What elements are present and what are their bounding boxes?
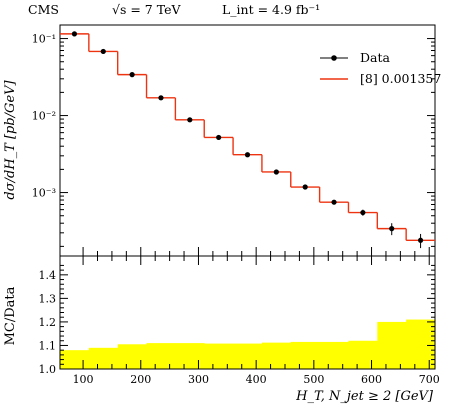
ratio-bin — [233, 343, 263, 369]
legend-mc-label: [8] 0.001357 — [360, 71, 441, 86]
ratio-bin — [117, 344, 148, 369]
legend-data-label: Data — [360, 50, 390, 65]
ratio-bin — [261, 342, 292, 369]
x-tick-label: 600 — [361, 373, 382, 386]
ratio-bin — [146, 343, 176, 369]
luminosity-label: L_int = 4.9 fb⁻¹ — [222, 2, 320, 17]
main-y-ticks: 10⁻³ 10⁻² 10⁻¹ — [32, 33, 435, 247]
main-x-ticks — [82, 247, 430, 256]
data-point — [417, 237, 424, 243]
ratio-bin — [406, 319, 436, 369]
x-tick-label: 500 — [303, 373, 324, 386]
ratio-y-axis-label: MC/Data — [3, 286, 18, 345]
ratio-bin — [319, 341, 349, 369]
data-point — [360, 209, 366, 216]
data-point — [331, 199, 337, 205]
data-series — [71, 31, 424, 249]
data-point — [158, 95, 164, 101]
energy-label: √s = 7 TeV — [112, 2, 181, 17]
ratio-bin — [60, 350, 90, 369]
data-point — [244, 152, 251, 158]
data-point — [389, 226, 395, 232]
ratio-bin — [348, 340, 378, 369]
x-axis-label: H_T, N_jet ≥ 2 [GeV] — [295, 389, 434, 404]
main-panel: 10⁻³ 10⁻² 10⁻¹ dσ/dH_T [pb/GeV] Data [8] 0… — [3, 24, 441, 257]
ratio-y-tick-label: 1.2 — [39, 316, 57, 329]
data-point — [216, 134, 222, 141]
ratio-band — [60, 319, 436, 369]
x-tick-label: 100 — [73, 373, 94, 386]
main-y-axis-label: dσ/dH_T [pb/GeV] — [3, 79, 18, 199]
data-point — [302, 184, 308, 190]
ratio-y-tick-label: 1.4 — [39, 269, 57, 282]
data-point — [273, 169, 279, 175]
main-y-tick-label: 10⁻¹ — [32, 33, 56, 46]
x-tick-label: 700 — [419, 373, 440, 386]
ratio-y-ticks: 1.0 1.1 1.2 1.3 1.4 — [39, 264, 435, 376]
data-point — [71, 31, 78, 37]
ratio-x-ticks: 100 200 300 400 500 600 700 — [73, 256, 440, 386]
x-tick-label: 200 — [130, 373, 151, 386]
experiment-label: CMS — [28, 2, 59, 17]
ratio-bin — [204, 343, 234, 369]
ratio-panel: 1.0 1.1 1.2 1.3 1.4 100 200 300 400 500 600 700 MC… — [3, 255, 440, 404]
ratio-bin — [290, 341, 321, 369]
main-y-tick-label: 10⁻² — [32, 110, 56, 123]
legend: Data [8] 0.001357 — [320, 50, 441, 86]
x-tick-label: 300 — [188, 373, 209, 386]
data-point — [187, 117, 193, 123]
ratio-y-tick-label: 1.1 — [39, 339, 57, 352]
ratio-bin — [175, 343, 205, 369]
data-point — [100, 48, 106, 55]
ratio-y-tick-label: 1.3 — [39, 292, 57, 305]
x-tick-label: 400 — [246, 373, 267, 386]
ratio-y-tick-label: 1.0 — [39, 363, 57, 376]
ratio-bin — [377, 321, 407, 369]
data-point — [129, 72, 135, 78]
main-y-tick-label: 10⁻³ — [32, 187, 56, 200]
legend-data-marker — [331, 55, 337, 61]
ratio-bin — [88, 347, 119, 369]
